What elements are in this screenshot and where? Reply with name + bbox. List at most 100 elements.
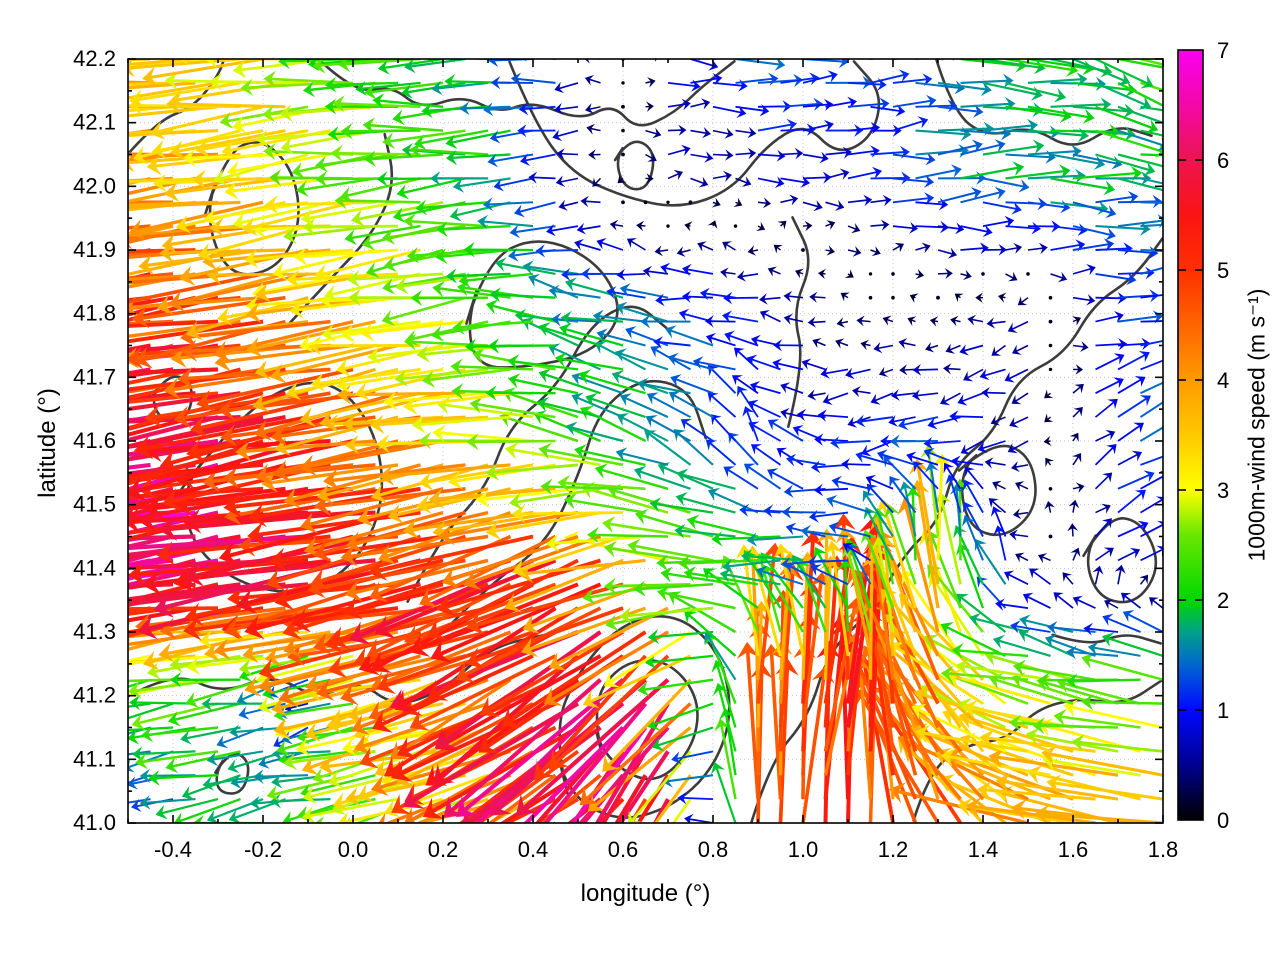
wind-arrow	[711, 659, 737, 728]
wind-arrow	[1072, 294, 1096, 306]
wind-arrow	[485, 511, 601, 540]
wind-arrow	[781, 505, 826, 519]
wind-arrow	[1140, 339, 1163, 347]
wind-arrow	[618, 750, 670, 823]
wind-arrow	[651, 726, 714, 752]
wind-arrow	[862, 490, 894, 538]
wind-arrow	[735, 72, 779, 86]
wind-arrow	[767, 468, 804, 490]
wind-arrow	[128, 534, 196, 541]
wind-arrow	[1117, 177, 1163, 192]
wind-arrow	[253, 769, 309, 784]
x-tick-label: -0.4	[154, 837, 192, 862]
wind-arrow	[780, 382, 804, 394]
wind-arrow	[836, 317, 849, 328]
colorbar-tick-label: 7	[1217, 38, 1229, 63]
wind-arrow	[128, 176, 151, 186]
wind-arrow	[580, 195, 601, 208]
wind-arrow	[1140, 294, 1163, 299]
wind-arrow	[1140, 455, 1163, 466]
wind-arrow	[682, 290, 714, 303]
wind-arrow	[915, 242, 931, 254]
wind-arrow	[515, 678, 670, 816]
wind-arrow	[128, 750, 174, 773]
wind-arrow	[707, 220, 718, 229]
wind-dot	[1026, 272, 1030, 276]
wind-arrow	[690, 176, 709, 188]
wind-arrow	[1072, 453, 1082, 466]
wind-arrow	[813, 483, 849, 497]
wind-arrow	[1117, 450, 1142, 466]
wind-arrow	[710, 762, 737, 823]
wind-arrow	[128, 678, 174, 683]
wind-arrow	[487, 773, 557, 823]
wind-arrow	[214, 343, 354, 372]
wind-arrow	[571, 392, 624, 419]
wind-arrow	[890, 389, 916, 401]
wind-arrow	[538, 442, 624, 467]
x-tick-label: 0.4	[518, 837, 549, 862]
wind-arrow	[719, 568, 781, 586]
wind-arrow	[128, 438, 219, 457]
wind-arrow	[1140, 520, 1163, 538]
wind-arrow	[795, 268, 804, 279]
wind-arrow	[389, 678, 512, 760]
wind-arrow	[807, 316, 826, 328]
wind-arrow	[816, 528, 837, 656]
wind-arrow	[878, 366, 894, 377]
wind-arrow	[993, 525, 1007, 561]
wind-arrow	[554, 81, 579, 94]
wind-arrow	[128, 415, 286, 449]
wind-arrow	[227, 153, 331, 180]
wind-arrow	[581, 267, 624, 281]
wind-arrow	[128, 81, 219, 100]
wind-arrow	[636, 774, 670, 823]
wind-arrow	[828, 521, 871, 538]
wind-arrow	[780, 147, 804, 160]
wind-arrow	[1095, 242, 1133, 256]
wind-arrow	[870, 171, 911, 185]
wind-dot	[621, 200, 625, 205]
wind-arrow	[722, 241, 736, 251]
x-axis-title: longitude (°)	[580, 880, 711, 907]
wind-arrow	[1094, 444, 1117, 466]
wind-arrow	[690, 73, 723, 86]
wind-arrow	[707, 487, 759, 514]
wind-arrow	[876, 498, 917, 609]
colorbar-tick-label: 2	[1217, 588, 1229, 613]
wind-arrow	[847, 166, 883, 180]
contour-line	[749, 237, 1163, 823]
wind-arrow	[893, 59, 945, 62]
wind-arrow	[403, 213, 489, 230]
wind-arrow	[907, 316, 917, 326]
wind-arrow	[825, 168, 850, 180]
wind-arrow	[1072, 201, 1117, 219]
wind-arrow	[128, 105, 219, 118]
wind-arrow	[780, 72, 820, 86]
x-tick-label: 0.8	[698, 837, 729, 862]
wind-arrow	[856, 315, 871, 327]
wind-arrow	[1069, 432, 1079, 442]
y-tick-label: 41.9	[73, 237, 116, 262]
wind-arrow	[128, 678, 151, 689]
wind-arrow	[1027, 105, 1095, 124]
wind-arrow	[264, 195, 376, 215]
wind-arrow	[1092, 565, 1104, 585]
wind-arrow	[586, 123, 601, 135]
wind-arrow	[383, 391, 489, 411]
wind-dot	[801, 248, 805, 252]
wind-arrow	[982, 177, 1030, 193]
wind-arrow	[660, 566, 736, 586]
wind-arrow	[479, 630, 624, 717]
wind-arrow	[128, 486, 286, 511]
wind-arrow	[1015, 481, 1029, 492]
wind-arrow	[1139, 401, 1163, 418]
colorbar-tick-label: 0	[1217, 808, 1229, 833]
wind-arrow	[139, 795, 196, 810]
wind-arrow	[565, 277, 624, 299]
wind-dot	[1048, 487, 1053, 491]
wind-arrow	[826, 495, 871, 514]
wind-arrow	[545, 534, 646, 552]
wind-arrow	[520, 153, 556, 166]
wind-arrow	[349, 558, 534, 645]
